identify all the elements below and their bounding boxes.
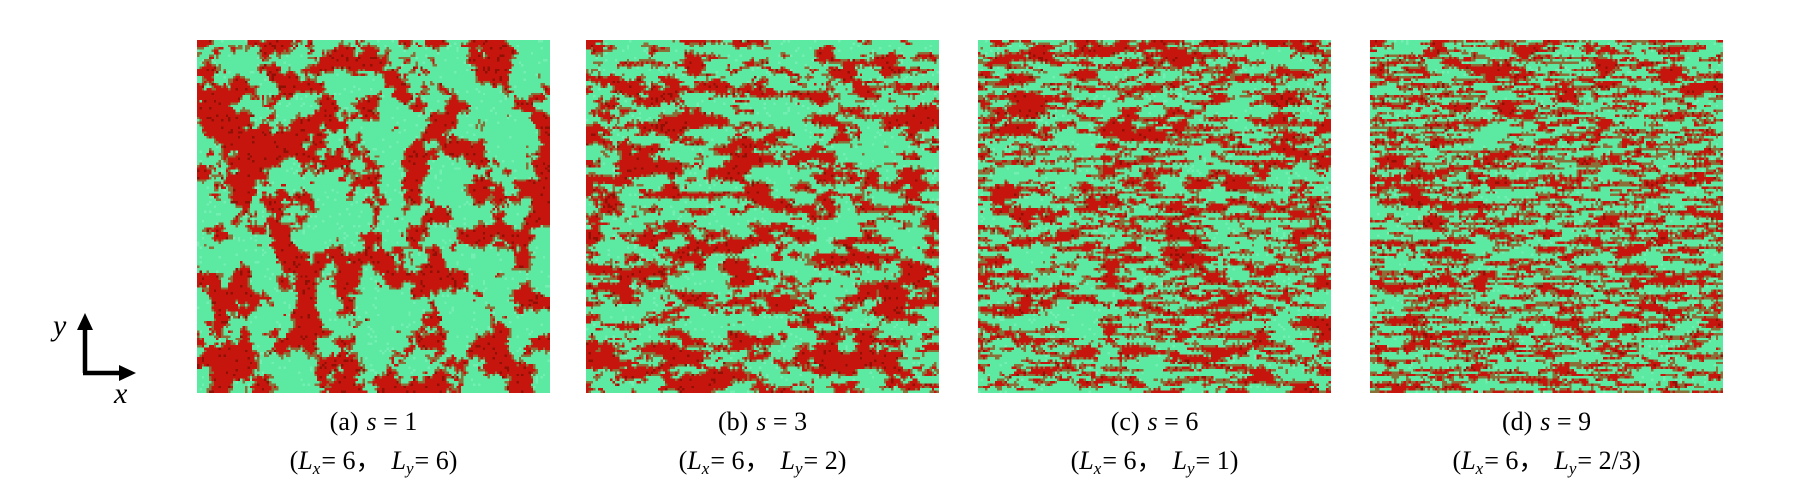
s-symbol: s <box>1540 407 1551 436</box>
L-symbol: L <box>687 446 702 475</box>
fullwidth-comma: ， <box>744 446 771 475</box>
subscript-y: y <box>405 459 414 478</box>
close-paren: ) <box>1631 446 1641 475</box>
equals-sign: = <box>1550 407 1579 436</box>
Lx-value: 6 <box>1123 446 1137 475</box>
panel-a-caption: (a) s = 1 (Lx= 6， Ly= 6) <box>197 406 550 485</box>
axis-indicator: y x <box>38 303 188 433</box>
subscript-y: y <box>1186 459 1195 478</box>
s-symbol: s <box>756 407 767 436</box>
fullwidth-comma: ， <box>355 446 382 475</box>
axis-y-label: y <box>53 309 67 342</box>
x-axis-arrowhead-icon <box>119 365 136 381</box>
close-paren: ) <box>448 446 458 475</box>
y-axis-arrowhead-icon <box>77 313 93 330</box>
caption-line-1: (c) s = 6 <box>978 406 1331 438</box>
open-paren: ( <box>678 446 688 475</box>
fullwidth-comma: ， <box>1518 446 1545 475</box>
equals-sign: = <box>376 407 405 436</box>
panel-a: (a) s = 1 (Lx= 6， Ly= 6) <box>197 40 550 485</box>
L-symbol: L <box>298 446 313 475</box>
equals-sign: = <box>1484 446 1506 475</box>
microstructure-image-c <box>978 40 1331 393</box>
panel-c-caption: (c) s = 6 (Lx= 6， Ly= 1) <box>978 406 1331 485</box>
L-symbol: L <box>1172 446 1187 475</box>
equals-sign: = <box>1195 446 1217 475</box>
s-symbol: s <box>366 407 377 436</box>
Ly-value: 2 <box>824 446 838 475</box>
caption-line-1: (d) s = 9 <box>1370 406 1723 438</box>
L-symbol: L <box>780 446 795 475</box>
Ly-value: 1 <box>1216 446 1230 475</box>
panel-label: (b) <box>717 407 749 436</box>
panel-b-caption: (b) s = 3 (Lx= 6， Ly= 2) <box>586 406 939 485</box>
equals-sign: = <box>1577 446 1599 475</box>
subscript-x: x <box>1093 459 1102 478</box>
equals-sign: = <box>803 446 825 475</box>
close-paren: ) <box>1229 446 1239 475</box>
panel-d-caption: (d) s = 9 (Lx= 6， Ly= 2/3) <box>1370 406 1723 485</box>
L-symbol: L <box>391 446 406 475</box>
s-value: 1 <box>404 407 418 436</box>
caption-line-2: (Lx= 6， Ly= 2) <box>586 445 939 485</box>
L-symbol: L <box>1461 446 1476 475</box>
caption-line-2: (Lx= 6， Ly= 1) <box>978 445 1331 485</box>
panel-label: (d) <box>1501 407 1533 436</box>
s-value: 3 <box>794 407 808 436</box>
equals-sign: = <box>1102 446 1124 475</box>
fullwidth-comma: ， <box>1136 446 1163 475</box>
Lx-value: 6 <box>731 446 745 475</box>
Ly-value: 6 <box>435 446 449 475</box>
Lx-value: 6 <box>342 446 356 475</box>
panel-d: (d) s = 9 (Lx= 6， Ly= 2/3) <box>1370 40 1723 485</box>
subscript-x: x <box>701 459 710 478</box>
panel-b: (b) s = 3 (Lx= 6， Ly= 2) <box>586 40 939 485</box>
L-symbol: L <box>1079 446 1094 475</box>
axis-x-label: x <box>114 377 128 410</box>
panel-c: (c) s = 6 (Lx= 6， Ly= 1) <box>978 40 1331 485</box>
L-symbol: L <box>1554 446 1569 475</box>
subscript-y: y <box>1568 459 1577 478</box>
subscript-x: x <box>1475 459 1484 478</box>
equals-sign: = <box>1157 407 1186 436</box>
panel-label: (a) <box>329 407 359 436</box>
subscript-x: x <box>312 459 321 478</box>
caption-line-1: (a) s = 1 <box>197 406 550 438</box>
equals-sign: = <box>766 407 795 436</box>
equals-sign: = <box>321 446 343 475</box>
microstructure-image-a <box>197 40 550 393</box>
Ly-value: 2/3 <box>1598 446 1632 475</box>
equals-sign: = <box>414 446 436 475</box>
equals-sign: = <box>710 446 732 475</box>
open-paren: ( <box>1070 446 1080 475</box>
microstructure-image-d <box>1370 40 1723 393</box>
s-value: 6 <box>1185 407 1199 436</box>
caption-line-2: (Lx= 6， Ly= 6) <box>197 445 550 485</box>
caption-line-1: (b) s = 3 <box>586 406 939 438</box>
caption-line-2: (Lx= 6， Ly= 2/3) <box>1370 445 1723 485</box>
open-paren: ( <box>1452 446 1462 475</box>
axis-arrows <box>77 313 136 381</box>
subscript-y: y <box>794 459 803 478</box>
panel-label: (c) <box>1110 407 1140 436</box>
close-paren: ) <box>837 446 847 475</box>
s-symbol: s <box>1147 407 1158 436</box>
open-paren: ( <box>289 446 299 475</box>
Lx-value: 6 <box>1505 446 1519 475</box>
s-value: 9 <box>1578 407 1592 436</box>
microstructure-image-b <box>586 40 939 393</box>
